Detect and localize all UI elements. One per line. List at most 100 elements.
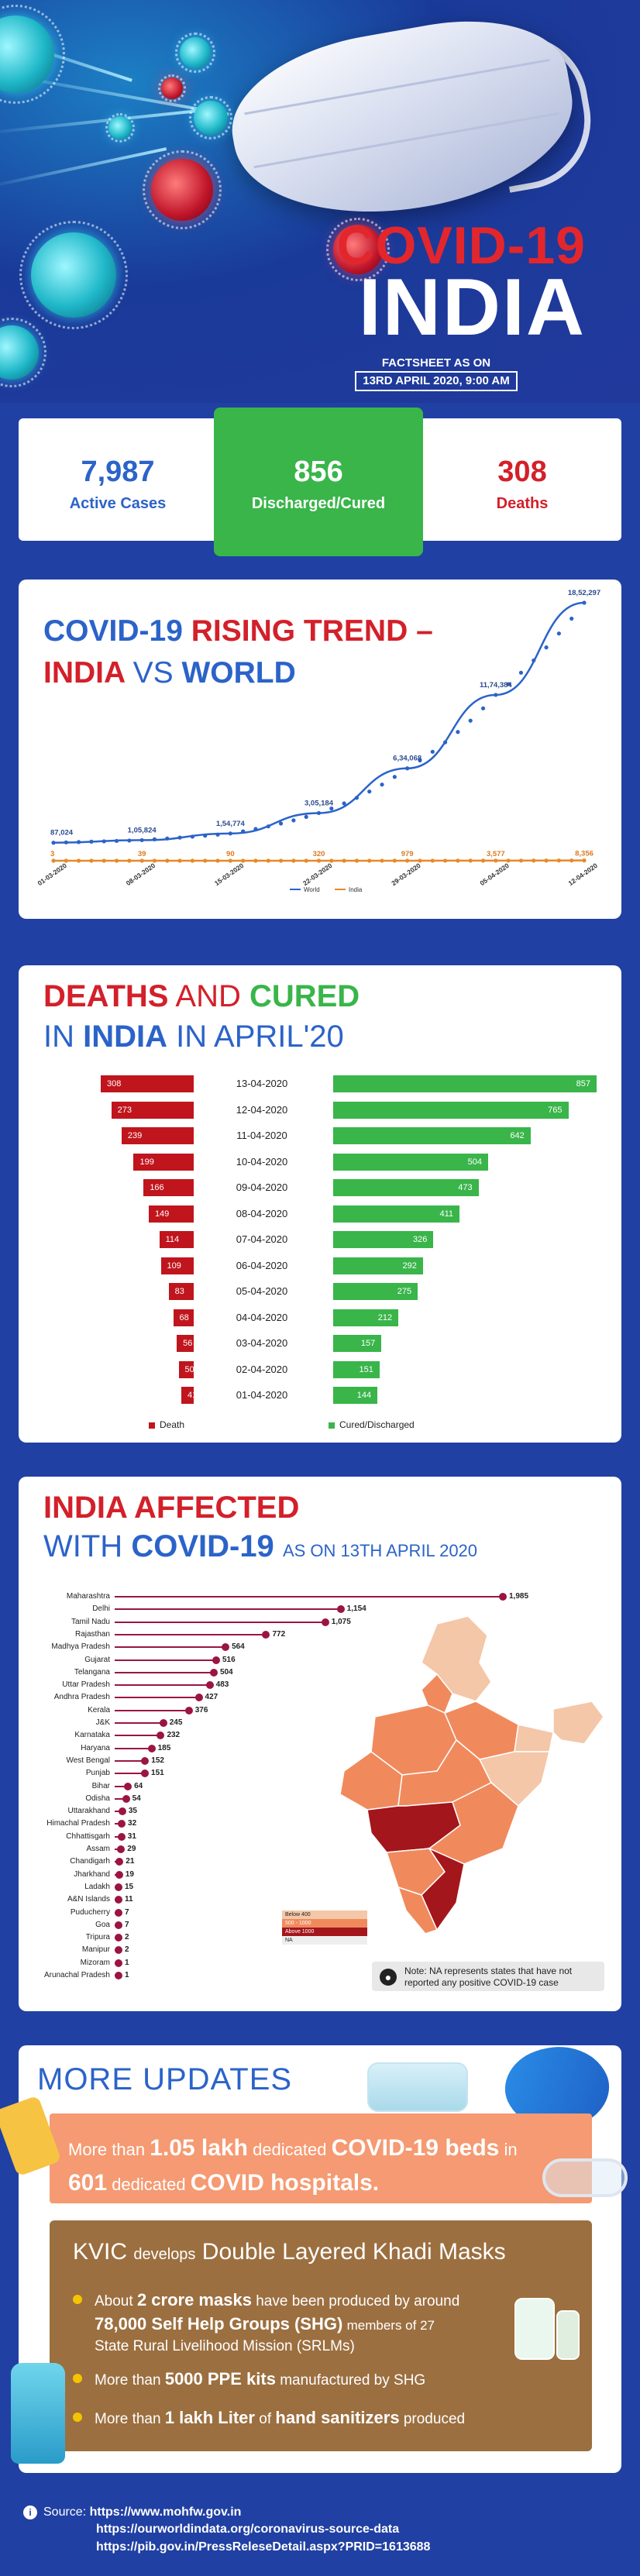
cured-bar: 857 (333, 1075, 597, 1092)
state-row: Manipur 2 (19, 1945, 561, 1955)
state-bar (115, 1621, 325, 1623)
state-value: 19 (125, 1869, 134, 1879)
series-point-world (177, 835, 182, 840)
death-bar: 50 (178, 1360, 194, 1378)
series-point-world (544, 645, 549, 650)
sanitizer-bottle-icon (556, 2310, 580, 2360)
state-name: Jharkhand (74, 1869, 110, 1879)
state-row: Goa 7 (19, 1920, 561, 1931)
kvic-name: KVIC (73, 2239, 128, 2265)
state-value: 21 (126, 1857, 135, 1866)
cured-bar: 326 (333, 1231, 434, 1248)
death-bar: 239 (121, 1127, 194, 1144)
death-bar: 199 (133, 1153, 194, 1171)
map-legend-below: Below 400 (282, 1911, 367, 1919)
series-point-world (203, 834, 208, 838)
cured-bar: 292 (333, 1257, 423, 1274)
subtitle-covid: COVID-19 (131, 1529, 274, 1563)
bar-row: 50 02-04-2020 151 (19, 1360, 621, 1380)
virus-icon (0, 5, 65, 104)
state-name: West Bengal (66, 1756, 110, 1765)
title-in: IN (43, 1020, 74, 1054)
state-bar (115, 1811, 122, 1813)
cured-bar: 157 (333, 1335, 382, 1352)
cured-bar: 765 (333, 1101, 569, 1119)
series-point-india (430, 858, 435, 863)
bar-row: 273 12-04-2020 765 (19, 1101, 621, 1120)
state-dot (321, 1618, 329, 1626)
bar-row: 68 04-04-2020 212 (19, 1309, 621, 1328)
map-legend-above: Above 1000 (282, 1928, 367, 1936)
state-dot (115, 1946, 122, 1955)
death-bar: 56 (177, 1335, 194, 1352)
series-point-world (190, 834, 195, 839)
source-link-mohfw[interactable]: https://www.mohfw.gov.in (89, 2505, 242, 2519)
state-name: Haryana (81, 1743, 110, 1752)
series-point-india (127, 858, 132, 863)
stat-cured: 856 Discharged/Cured (214, 408, 423, 556)
cured-bar: 212 (333, 1309, 399, 1326)
source-link-pib[interactable]: https://pib.gov.in/PressReleseDetail.asp… (96, 2540, 431, 2554)
map-region-kerala (397, 1886, 439, 1935)
state-row: Bihar 64 (19, 1781, 561, 1792)
state-name: Uttarakhand (67, 1807, 110, 1816)
series-point-world (430, 749, 435, 754)
series-point-world (253, 827, 258, 831)
state-dot (336, 1605, 345, 1614)
series-point-world (468, 718, 473, 723)
bar-row: 149 08-04-2020 411 (19, 1205, 621, 1224)
series-point-india (354, 858, 360, 863)
series-point-india (316, 858, 322, 863)
state-row: Arunachal Pradesh 1 (19, 1970, 561, 1981)
state-dot (194, 1694, 203, 1702)
data-label-india: 90 (226, 850, 235, 858)
deaths-cured-card: DEATHS AND CURED IN INDIA IN APRIL'20 30… (19, 965, 621, 1443)
trend-title-covid: COVID-19 (43, 614, 183, 648)
death-bar: 308 (101, 1075, 194, 1092)
series-point-india (329, 858, 334, 863)
map-legend-mid: 500 - 1000 (282, 1919, 367, 1928)
date-label: 11-04-2020 (236, 1130, 287, 1141)
data-label-world: 1,05,824 (128, 826, 157, 834)
virus-icon (142, 150, 222, 230)
trend-title-world: WORLD (181, 655, 296, 690)
surgical-mask-illustration (367, 2062, 468, 2112)
item-highlight: 5000 PPE kits (164, 2369, 276, 2389)
state-name: Telangana (74, 1667, 110, 1677)
hospital-type: COVID hospitals. (190, 2170, 380, 2196)
cured-bar: 151 (333, 1360, 380, 1378)
item-text: have been produced by around (256, 2293, 460, 2309)
series-point-india (291, 858, 296, 863)
source-link-owid[interactable]: https://ourworldindata.org/coronavirus-s… (96, 2523, 400, 2536)
trend-title: COVID-19 RISING TREND – INDIA VS WORLD (43, 610, 433, 694)
light-beam (0, 147, 167, 189)
state-value: 7 (125, 1920, 129, 1929)
series-point-india (405, 858, 410, 863)
state-value: 1,985 (509, 1592, 529, 1601)
state-bar (115, 1709, 188, 1711)
cured-bar: 473 (333, 1179, 479, 1196)
state-name: J&K (95, 1718, 110, 1727)
state-dot (147, 1744, 156, 1752)
state-row: Puducherry 7 (19, 1907, 561, 1918)
x-tick-label: 08-03-2020 (125, 862, 157, 887)
state-value: 1 (125, 1971, 129, 1979)
series-point-world (228, 831, 232, 836)
date-label: 06-04-2020 (236, 1259, 288, 1271)
state-value: 1,075 (331, 1617, 351, 1626)
map-legend: Below 400 500 - 1000 Above 1000 NA (282, 1911, 367, 1945)
beds-count: 1.05 lakh (150, 2135, 248, 2161)
virus-icon (19, 220, 129, 330)
affected-title: INDIA AFFECTED (43, 1491, 300, 1525)
state-name: Delhi (92, 1604, 110, 1614)
series-point-world (494, 693, 498, 697)
series-point-india (253, 858, 258, 863)
bar-row: 109 06-04-2020 292 (19, 1257, 621, 1276)
state-dot (122, 1794, 130, 1803)
state-name: A&N Islands (67, 1895, 110, 1904)
state-dot (157, 1732, 165, 1740)
title-india: INDIA (83, 1020, 168, 1054)
factsheet-date: FACTSHEET AS ON 13RD APRIL 2020, 9:00 AM (355, 356, 518, 391)
state-value: 232 (167, 1731, 181, 1740)
state-value: 427 (205, 1693, 218, 1702)
